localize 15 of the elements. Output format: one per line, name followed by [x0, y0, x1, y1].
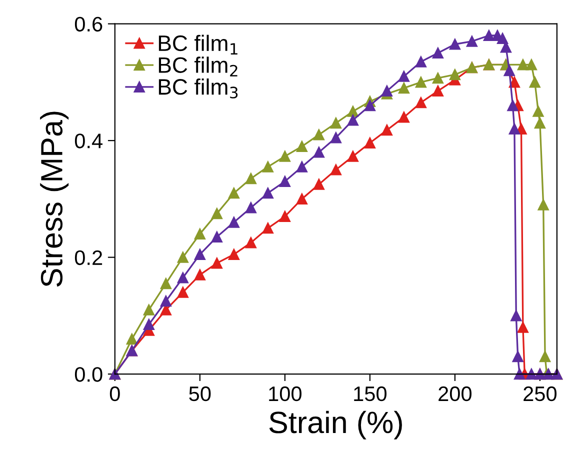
y-tick-label: 0.2 [74, 250, 102, 266]
x-tick-label: 0 [110, 386, 120, 402]
x-tick-label: 200 [438, 386, 472, 402]
y-tick-label: 0.4 [74, 134, 102, 148]
y-axis-title: Stress (MPa) [40, 112, 69, 287]
x-tick-label: 50 [189, 386, 211, 402]
x-tick-label: 150 [354, 386, 386, 402]
x-tick-label: 250 [524, 386, 557, 402]
legend-label: BC film$_{3}$ [158, 78, 238, 98]
x-tick-label: 100 [269, 386, 302, 402]
x-axis-title: Strain (%) [269, 410, 402, 440]
legend-label: BC film$_{1}$ [158, 34, 238, 55]
y-tick-label: 0.6 [74, 16, 102, 32]
y-tick-label: 0.0 [74, 367, 102, 382]
legend-label: BC film$_{2}$ [158, 56, 238, 76]
